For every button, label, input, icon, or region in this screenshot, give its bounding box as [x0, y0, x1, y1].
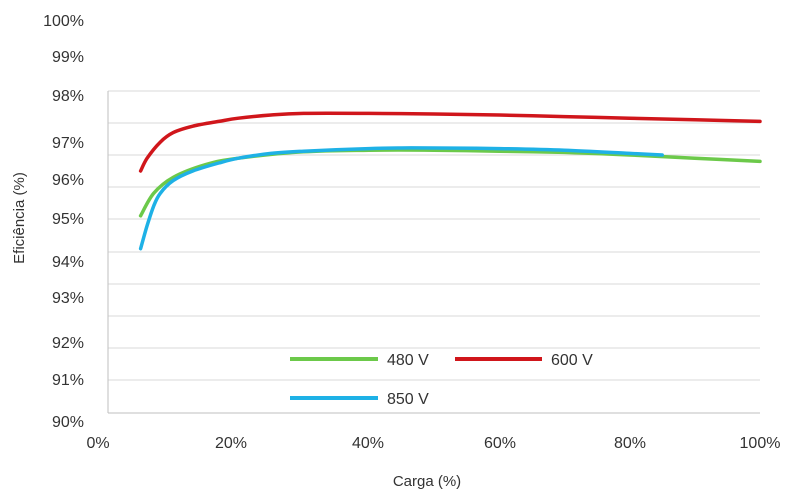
- legend-label-480-v: 480 V: [387, 352, 429, 369]
- y-tick-label: 91%: [52, 372, 84, 389]
- x-tick-label: 80%: [614, 435, 646, 452]
- series-lines: [138, 111, 762, 251]
- y-tick-labels: 100% 99% 98% 97% 96% 95% 94% 93% 92% 91% 90%: [43, 13, 84, 431]
- x-tick-label: 60%: [484, 435, 516, 452]
- legend-label-850-v: 850 V: [387, 391, 429, 408]
- y-tick-label: 93%: [52, 290, 84, 307]
- y-tick-label: 92%: [52, 335, 84, 352]
- x-tick-label: 40%: [352, 435, 384, 452]
- x-tick-label: 100%: [740, 435, 781, 452]
- legend: 480 V 600 V 850 V: [290, 352, 593, 408]
- grid-lines: [108, 90, 760, 381]
- y-axis-title: Eficiência (%): [11, 172, 28, 264]
- y-tick-label: 99%: [52, 49, 84, 66]
- y-tick-label: 100%: [43, 13, 84, 30]
- y-tick-label: 95%: [52, 211, 84, 228]
- series-line-850-v: [138, 146, 664, 251]
- x-tick-labels: 0% 20% 40% 60% 80% 100%: [86, 435, 780, 452]
- y-tick-label: 98%: [52, 88, 84, 105]
- axes: [107, 91, 760, 414]
- y-tick-label: 97%: [52, 135, 84, 152]
- legend-label-600-v: 600 V: [551, 352, 593, 369]
- x-tick-label: 20%: [215, 435, 247, 452]
- series-line-600-v: [138, 111, 762, 173]
- x-tick-label: 0%: [86, 435, 109, 452]
- y-tick-label: 94%: [52, 254, 84, 271]
- y-tick-label: 90%: [52, 414, 84, 431]
- y-tick-label: 96%: [52, 172, 84, 189]
- x-axis-title: Carga (%): [393, 473, 461, 490]
